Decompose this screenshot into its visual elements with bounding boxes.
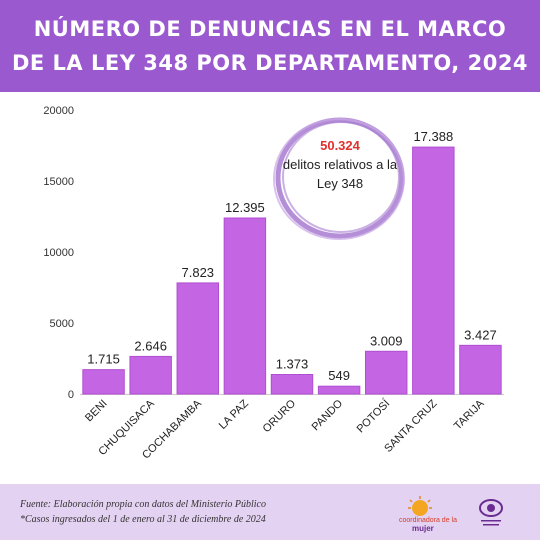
logo-text-1: coordinadora de la <box>399 517 457 524</box>
total-value: 50.324 <box>320 138 360 153</box>
date-range-note: *Casos ingresados del 1 de enero al 31 d… <box>20 514 266 525</box>
title-banner <box>0 0 540 92</box>
x-tick-label: POTOSÍ <box>354 396 393 435</box>
y-tick-label: 10000 <box>43 247 74 259</box>
data-label: 1.373 <box>276 357 309 372</box>
bar <box>270 374 314 395</box>
bar <box>459 344 502 395</box>
total-description: delitos relativos a la Ley 348 <box>282 157 398 191</box>
bar-chart: 050001000015000200001.715BENI2.646CHUQUI… <box>43 105 504 461</box>
data-label: 3.009 <box>370 333 403 348</box>
y-tick-label: 5000 <box>50 318 74 330</box>
title-line-1: NÚMERO DE DENUNCIAS EN EL MARCO <box>33 17 507 41</box>
bar <box>317 385 361 395</box>
source-note: Fuente: Elaboración propia con datos del… <box>20 497 266 527</box>
data-label: 3.427 <box>464 327 497 342</box>
data-label: 17.388 <box>413 129 453 144</box>
bar <box>412 146 455 395</box>
observatory-logo <box>479 499 503 526</box>
source-line: Fuente: Elaboración propia con datos del… <box>20 499 266 510</box>
x-tick-label: TARIJA <box>452 397 487 432</box>
x-tick-label: PANDO <box>310 397 346 433</box>
data-label: 7.823 <box>182 265 215 280</box>
y-tick-label: 20000 <box>43 105 74 117</box>
title-line-2: DE LA LEY 348 POR DEPARTAMENTO, 2024 <box>11 51 529 75</box>
bar <box>223 217 267 395</box>
x-tick-label: LA PAZ <box>217 397 251 431</box>
bar <box>129 355 172 395</box>
x-tick-label: BENI <box>83 398 110 425</box>
y-tick-label: 15000 <box>43 176 74 188</box>
footer-band <box>0 484 540 540</box>
x-tick-label: ORURO <box>261 397 299 435</box>
data-label: 12.395 <box>225 200 265 215</box>
bar <box>82 369 125 395</box>
data-label: 1.715 <box>87 352 120 367</box>
bar <box>364 350 408 395</box>
total-badge: 50.324 delitos relativos a la Ley 348 <box>282 136 398 193</box>
data-label: 2.646 <box>134 338 167 353</box>
y-tick-label: 0 <box>68 389 74 401</box>
coordinadora-logo: coordinadora de la mujer <box>399 496 457 533</box>
bar <box>176 282 220 395</box>
data-label: 549 <box>328 368 350 383</box>
brush-circle-icon <box>273 117 405 240</box>
chart-title: NÚMERO DE DENUNCIAS EN EL MARCO DE LA LE… <box>0 12 540 80</box>
logo-text-2: mujer <box>412 524 434 533</box>
